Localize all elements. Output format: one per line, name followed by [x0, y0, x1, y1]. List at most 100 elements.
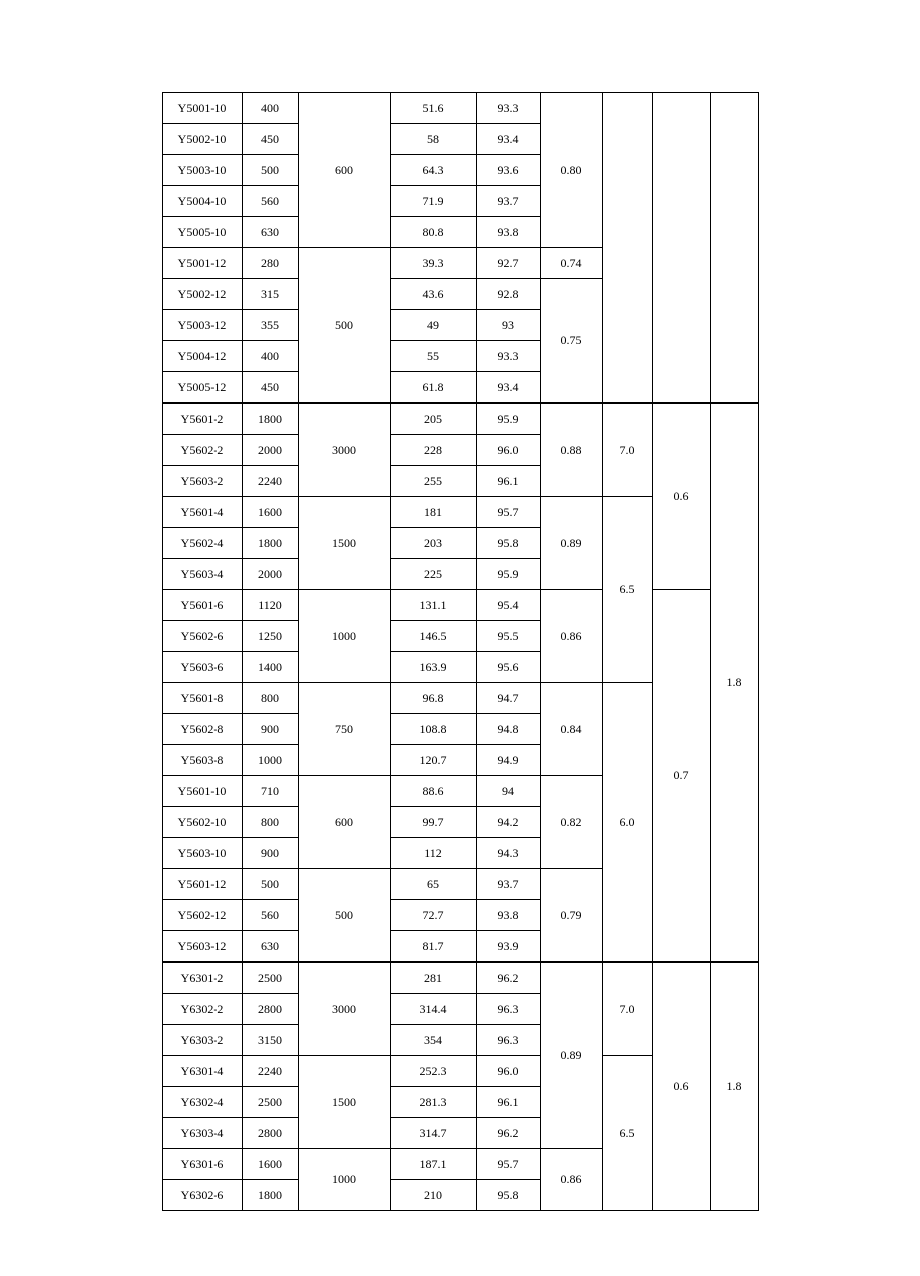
col-model: Y5601-8: [162, 683, 242, 714]
col-f: 6.0: [602, 683, 652, 963]
col-d: 93.7: [476, 869, 540, 900]
col-c: 112: [390, 838, 476, 869]
col-model: Y5603-8: [162, 745, 242, 776]
col-model: Y5005-12: [162, 372, 242, 404]
col-a: 900: [242, 714, 298, 745]
col-d: 93.9: [476, 931, 540, 963]
col-e: 0.75: [540, 279, 602, 404]
col-d: 93.7: [476, 186, 540, 217]
col-a: 500: [242, 155, 298, 186]
col-a: 630: [242, 217, 298, 248]
col-model: Y6303-4: [162, 1118, 242, 1149]
col-b: 500: [298, 248, 390, 404]
col-h: [710, 93, 758, 404]
col-b: 600: [298, 776, 390, 869]
col-model: Y5601-4: [162, 497, 242, 528]
col-d: 93.4: [476, 124, 540, 155]
col-model: Y6302-6: [162, 1180, 242, 1211]
col-a: 355: [242, 310, 298, 341]
col-model: Y5004-12: [162, 341, 242, 372]
col-g: [652, 93, 710, 404]
col-a: 800: [242, 807, 298, 838]
col-model: Y5602-4: [162, 528, 242, 559]
col-a: 2240: [242, 466, 298, 497]
col-c: 55: [390, 341, 476, 372]
col-a: 400: [242, 93, 298, 124]
spec-table-body: Y5001-1040060051.693.30.80Y5002-10450589…: [162, 93, 758, 1211]
col-model: Y6303-2: [162, 1025, 242, 1056]
col-e: 0.89: [540, 497, 602, 590]
col-model: Y5603-10: [162, 838, 242, 869]
col-model: Y5603-6: [162, 652, 242, 683]
col-f: [602, 93, 652, 404]
col-g: 0.7: [652, 590, 710, 963]
col-c: 65: [390, 869, 476, 900]
col-model: Y5603-12: [162, 931, 242, 963]
col-d: 95.8: [476, 528, 540, 559]
col-d: 96.3: [476, 994, 540, 1025]
col-a: 2000: [242, 435, 298, 466]
col-c: 99.7: [390, 807, 476, 838]
col-c: 80.8: [390, 217, 476, 248]
col-d: 95.6: [476, 652, 540, 683]
col-a: 280: [242, 248, 298, 279]
col-a: 1800: [242, 403, 298, 435]
col-model: Y5601-10: [162, 776, 242, 807]
col-b: 500: [298, 869, 390, 963]
col-g: 0.6: [652, 403, 710, 590]
col-h: 1.8: [710, 403, 758, 962]
col-model: Y6302-4: [162, 1087, 242, 1118]
col-d: 94.9: [476, 745, 540, 776]
col-a: 1000: [242, 745, 298, 776]
col-a: 2500: [242, 1087, 298, 1118]
col-a: 400: [242, 341, 298, 372]
col-a: 900: [242, 838, 298, 869]
col-c: 61.8: [390, 372, 476, 404]
col-d: 96.0: [476, 435, 540, 466]
col-g: 0.6: [652, 962, 710, 1211]
col-model: Y5603-4: [162, 559, 242, 590]
col-d: 93.6: [476, 155, 540, 186]
col-a: 1120: [242, 590, 298, 621]
col-e: 0.86: [540, 1149, 602, 1211]
col-e: 0.80: [540, 93, 602, 248]
col-d: 95.5: [476, 621, 540, 652]
col-f: 6.5: [602, 1056, 652, 1211]
col-model: Y5003-10: [162, 155, 242, 186]
col-model: Y5601-6: [162, 590, 242, 621]
col-c: 210: [390, 1180, 476, 1211]
col-c: 252.3: [390, 1056, 476, 1087]
col-d: 93: [476, 310, 540, 341]
col-d: 95.7: [476, 1149, 540, 1180]
col-d: 93.8: [476, 900, 540, 931]
col-b: 1500: [298, 497, 390, 590]
col-d: 96.1: [476, 1087, 540, 1118]
col-a: 450: [242, 372, 298, 404]
col-c: 88.6: [390, 776, 476, 807]
col-c: 58: [390, 124, 476, 155]
col-c: 314.4: [390, 994, 476, 1025]
col-b: 1000: [298, 590, 390, 683]
col-d: 95.8: [476, 1180, 540, 1211]
col-c: 203: [390, 528, 476, 559]
col-a: 1800: [242, 1180, 298, 1211]
col-a: 2800: [242, 1118, 298, 1149]
col-d: 96.2: [476, 962, 540, 994]
col-c: 72.7: [390, 900, 476, 931]
col-c: 120.7: [390, 745, 476, 776]
col-c: 49: [390, 310, 476, 341]
col-c: 51.6: [390, 93, 476, 124]
col-d: 96.3: [476, 1025, 540, 1056]
col-a: 2240: [242, 1056, 298, 1087]
col-d: 93.4: [476, 372, 540, 404]
col-d: 94.8: [476, 714, 540, 745]
col-b: 1000: [298, 1149, 390, 1211]
col-a: 1800: [242, 528, 298, 559]
col-h: 1.8: [710, 962, 758, 1211]
col-model: Y5601-2: [162, 403, 242, 435]
col-d: 94: [476, 776, 540, 807]
col-model: Y6301-4: [162, 1056, 242, 1087]
col-a: 710: [242, 776, 298, 807]
table-row: Y5601-611201000131.195.40.860.7: [162, 590, 758, 621]
col-c: 281: [390, 962, 476, 994]
